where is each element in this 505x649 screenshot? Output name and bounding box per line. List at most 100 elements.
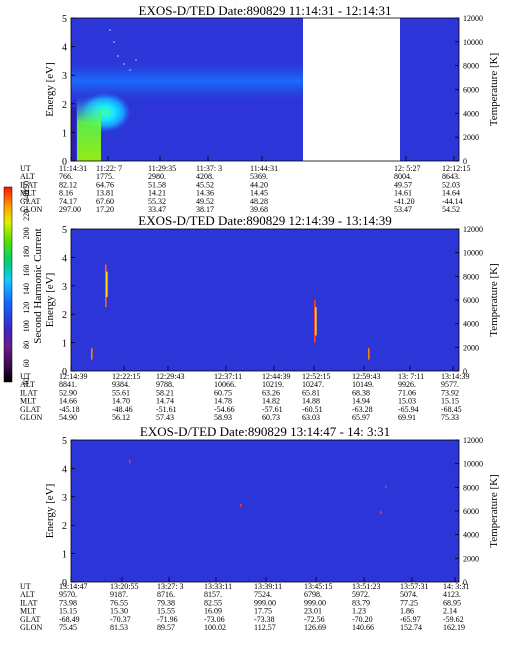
- table-cell: 8004.: [394, 172, 412, 181]
- table-row-label: MLT: [20, 607, 36, 616]
- y-tick-label: 3: [62, 282, 67, 293]
- table-cell: 9187.: [110, 590, 128, 599]
- colorbar-tick-label: 60: [22, 359, 31, 367]
- table-row-label: MLT: [20, 189, 36, 198]
- table-cell: 1.86: [400, 607, 414, 616]
- y-tick-label: 2: [62, 521, 67, 532]
- table-cell: 15.15: [441, 397, 459, 406]
- colorbar-label: Second Harmonic Current: [32, 228, 44, 343]
- y-right-tick-label: 4000: [463, 320, 479, 329]
- table-cell: 14.78: [214, 397, 232, 406]
- table-cell: 4123.: [443, 590, 461, 599]
- y-right-tick-label: 12000: [463, 225, 483, 234]
- table-cell: 16.09: [204, 607, 222, 616]
- table-cell: 14: 3:31: [443, 582, 469, 591]
- table-cell: 77.25: [400, 598, 418, 607]
- table-cell: 79.38: [157, 598, 175, 607]
- table-cell: 14.45: [250, 189, 268, 198]
- spike-mark: [105, 264, 107, 308]
- table-cell: 4208.: [196, 172, 214, 181]
- table-cell: 63.26: [262, 388, 280, 397]
- y-tick-label: 5: [62, 14, 67, 25]
- table-cell: 15.30: [110, 607, 128, 616]
- colorbar-tick-label: 100: [22, 320, 31, 332]
- table-cell: 12:59:43: [352, 372, 380, 381]
- table-cell: 11:14:31: [59, 164, 87, 173]
- table-cell: 14.36: [196, 189, 214, 198]
- spike-mark: [91, 348, 93, 360]
- table-cell: 12:22:15: [112, 372, 140, 381]
- table-cell: 140.66: [352, 623, 374, 632]
- table-cell: 57.43: [156, 413, 174, 422]
- table-cell: -41.20: [394, 197, 415, 206]
- colorbar-tick-label: 40: [22, 378, 31, 386]
- table-cell: 999.00: [254, 598, 276, 607]
- table-cell: -60.51: [302, 405, 323, 414]
- table-cell: 64.76: [96, 180, 114, 189]
- table-cell: -72.56: [304, 615, 325, 624]
- table-cell: 49.57: [394, 180, 412, 189]
- table-cell: 23.01: [304, 607, 322, 616]
- table-cell: 69.91: [398, 413, 416, 422]
- table-cell: 67.60: [96, 197, 114, 206]
- table-row-label: ILAT: [20, 598, 37, 607]
- table-cell: 54.90: [59, 413, 77, 422]
- y-right-tick-label: 2000: [463, 343, 479, 352]
- colorbar-scale: [3, 186, 13, 383]
- spike-mark: [315, 307, 317, 336]
- table-cell: 76.55: [110, 598, 128, 607]
- y-right-tick-label: 8000: [463, 483, 479, 492]
- y-right-tick-label: 10000: [463, 460, 483, 469]
- speckle: [113, 41, 115, 43]
- table-cell: 13:14:39: [441, 372, 469, 381]
- y-right-tick-label: 8000: [463, 272, 479, 281]
- table-cell: 13:45:15: [304, 582, 332, 591]
- table-cell: 1775.: [96, 172, 114, 181]
- table-row-label: ALT: [20, 380, 35, 389]
- table-row-label: ILAT: [20, 388, 37, 397]
- table-cell: -45.18: [59, 405, 80, 414]
- table-cell: -70.37: [110, 615, 131, 624]
- table-cell: 8716.: [157, 590, 175, 599]
- table-cell: 999.00: [304, 598, 326, 607]
- panel-title: EXOS-D/TED Date:890829 13:14:47 - 14: 3:…: [140, 424, 390, 439]
- y-right-tick-label: 0: [463, 367, 467, 376]
- colorbar-tick-label: 220: [22, 209, 31, 221]
- spectrogram-background: [71, 229, 459, 371]
- table-cell: 45.52: [196, 180, 214, 189]
- table-cell: 17.75: [254, 607, 272, 616]
- table-cell: 11:29:35: [148, 164, 176, 173]
- table-cell: -73.06: [204, 615, 225, 624]
- table-row-label: GLON: [20, 623, 42, 632]
- y-tick-label: 4: [62, 464, 67, 475]
- table-row-label: ILAT: [20, 180, 37, 189]
- y-tick-label: 0: [62, 578, 67, 589]
- table-cell: 10247.: [302, 380, 324, 389]
- data-gap: [303, 18, 400, 161]
- colorbar-tick-label: 180: [22, 246, 31, 258]
- panel-3: EXOS-D/TED Date:890829 13:14:47 - 14: 3:…: [20, 424, 500, 632]
- table-cell: 44.20: [250, 180, 268, 189]
- table-cell: -59.62: [443, 615, 464, 624]
- table-cell: 152.74: [400, 623, 422, 632]
- table-cell: 1.23: [352, 607, 366, 616]
- speckle: [109, 29, 111, 31]
- table-cell: 75.45: [59, 623, 77, 632]
- colorbar-tick-label: 80: [22, 341, 31, 349]
- table-cell: -51.61: [156, 405, 177, 414]
- table-cell: 11:37: 3: [196, 164, 222, 173]
- y-right-tick-label: 2000: [463, 554, 479, 563]
- table-cell: -71.96: [157, 615, 178, 624]
- table-cell: 126.69: [304, 623, 326, 632]
- table-cell: 8157.: [204, 590, 222, 599]
- speckle: [123, 63, 125, 65]
- table-cell: 5369.: [250, 172, 268, 181]
- colorbar-tick-label: 160: [22, 265, 31, 277]
- table-cell: 12:14:39: [59, 372, 87, 381]
- y-right-tick-label: 10000: [463, 249, 483, 258]
- y-right-tick-label: 2000: [463, 133, 479, 142]
- y-tick-label: 0: [62, 157, 67, 168]
- table-cell: 13: 7:11: [398, 372, 424, 381]
- table-row-label: UT: [20, 582, 31, 591]
